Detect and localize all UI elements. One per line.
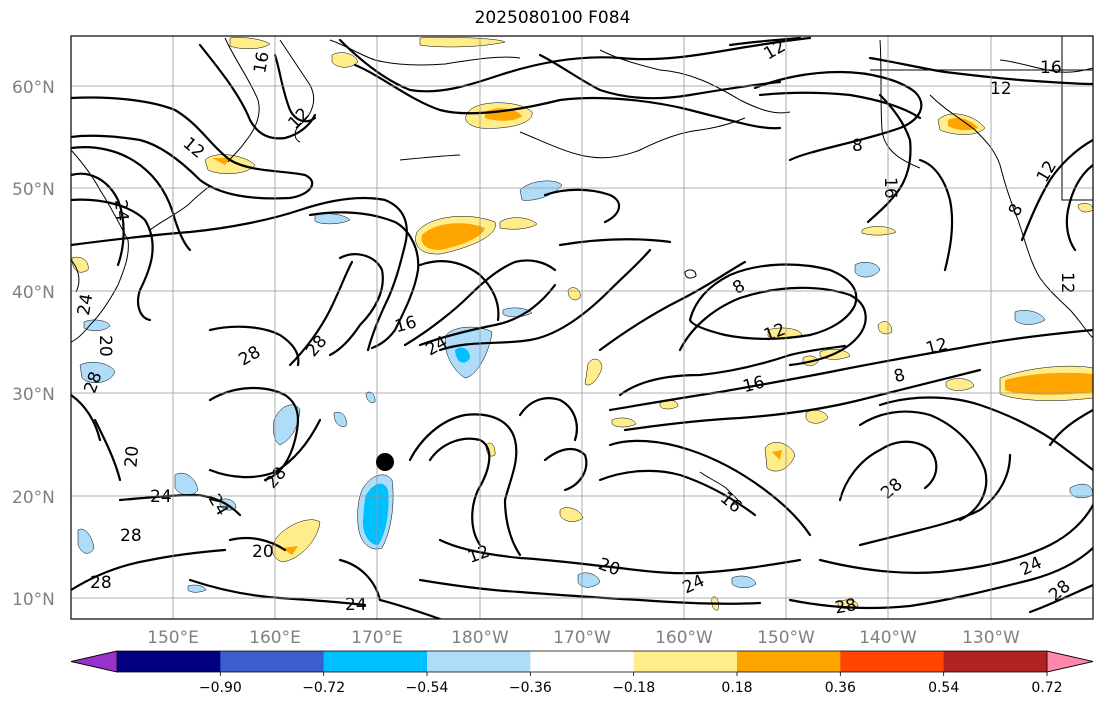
lon-label: 180°W (451, 628, 509, 648)
colorbar-outline (70, 650, 1094, 673)
contour-label: 12 (990, 79, 1012, 99)
colorbar-label: −0.18 (612, 680, 655, 696)
contour-label: 24 (345, 595, 367, 615)
colorbar-segment (840, 651, 945, 672)
contour-label: 12 (1057, 272, 1077, 294)
contour-label: 16 (1040, 58, 1062, 78)
lat-label: 20°N (12, 488, 55, 508)
lat-label: 10°N (12, 590, 55, 610)
lat-label: 60°N (12, 78, 55, 98)
contour-label: 20 (121, 445, 143, 468)
contour-label: 28 (833, 595, 858, 618)
contour-label: 24 (74, 292, 97, 317)
lon-label: 140°W (859, 628, 917, 648)
lon-label: 130°W (962, 628, 1020, 648)
colorbar-label: −0.36 (509, 680, 552, 696)
colorbar-label: 0.54 (928, 680, 959, 696)
colorbar-label: −0.54 (406, 680, 449, 696)
colorbar-segment (943, 651, 1048, 672)
longitude-labels: 150°E 160°E 170°E 180°W 170°W 160°W 150°… (147, 628, 1020, 648)
map-content: 12 16 12 16 8 16 12 12 24 24 24 20 28 28… (43, 36, 1093, 619)
lat-label: 30°N (12, 385, 55, 405)
colorbar-segment (737, 651, 841, 672)
contour-label: 16 (250, 50, 273, 75)
colorbar-label: −0.90 (199, 680, 242, 696)
map-frame (70, 35, 1094, 620)
lon-label: 170°E (351, 628, 403, 648)
colorbar-label: −0.72 (302, 680, 345, 696)
lon-label: 160°W (655, 628, 713, 648)
colorbar-label: 0.72 (1031, 680, 1062, 696)
lon-label: 160°E (249, 628, 301, 648)
colorbar-segment (220, 651, 325, 672)
latitude-labels: 60°N 50°N 40°N 30°N 20°N 10°N (12, 78, 55, 610)
colorbar-segment (530, 651, 635, 672)
contour-label: 8 (852, 136, 863, 156)
colorbar-arrow-right (1046, 650, 1094, 673)
colorbar-segment (117, 651, 221, 672)
contour-label: 8 (892, 365, 908, 387)
contour-lines (71, 36, 1093, 619)
contour-label: 20 (252, 542, 274, 562)
contour-label: 28 (120, 526, 142, 546)
contour-label: 24 (43, 223, 63, 245)
lat-label: 50°N (12, 180, 55, 200)
lat-label: 40°N (12, 283, 55, 303)
colorbar-segment (427, 651, 531, 672)
contour-label: 24 (110, 199, 132, 222)
lon-label: 150°E (147, 628, 199, 648)
colorbar-label: 0.18 (721, 680, 752, 696)
lon-label: 170°W (553, 628, 611, 648)
colorbar-segment (633, 651, 738, 672)
colorbar-segment (323, 651, 428, 672)
colorbar: −0.90 −0.72 −0.54 −0.36 −0.18 0.18 0.36 0.54 0.7… (70, 650, 1094, 696)
colorbar-arrow-left (70, 650, 118, 673)
positive-shading (71, 36, 1093, 611)
contour-label: 28 (90, 573, 112, 593)
gridlines (71, 36, 1093, 619)
colorbar-label: 0.36 (825, 680, 856, 696)
contour-label: 20 (95, 335, 115, 357)
contour-label: 24 (150, 487, 172, 507)
storm-center-marker (376, 453, 394, 471)
coastlines (71, 36, 1093, 501)
lon-label: 150°W (757, 628, 815, 648)
map-title: 2025080100 F084 (474, 8, 631, 28)
